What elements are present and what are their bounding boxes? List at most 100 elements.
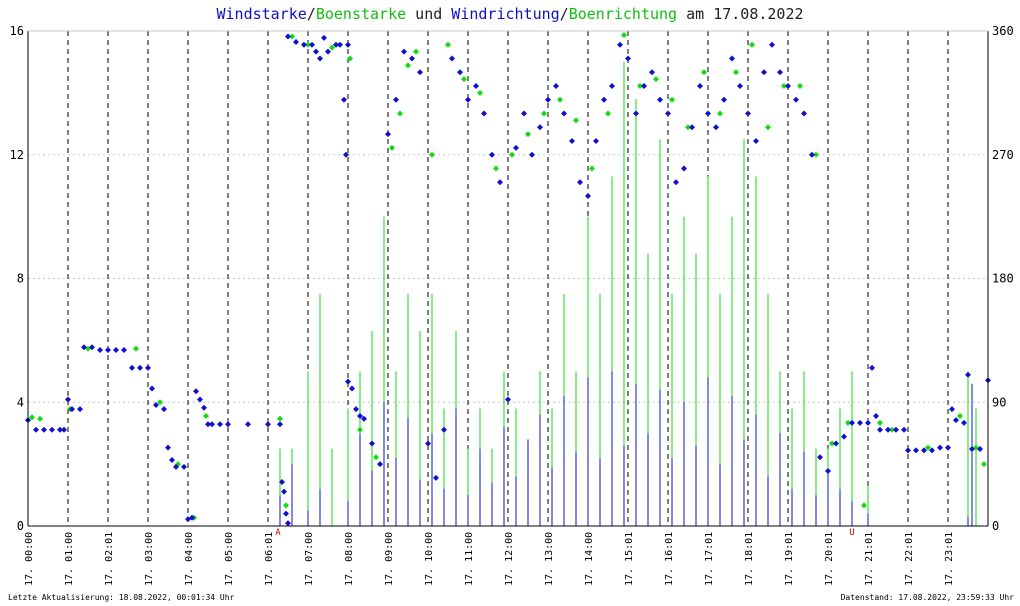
- wind-direction-point: [301, 41, 307, 48]
- wind-direction-point: [417, 69, 423, 76]
- wind-direction-point: [657, 96, 663, 103]
- wind-direction-point: [225, 421, 231, 428]
- gust-direction-point: [861, 502, 867, 509]
- wind-direction-point: [129, 364, 135, 371]
- sun-marker-label: U: [849, 528, 854, 538]
- wind-direction-point: [857, 419, 863, 426]
- y-left-tick-label: 12: [10, 148, 24, 162]
- x-tick-label: 17. 01:00: [64, 532, 75, 586]
- x-tick-label: 17. 17:01: [704, 532, 715, 586]
- wind-direction-point: [713, 124, 719, 131]
- gust-direction-point: [429, 151, 435, 158]
- gust-direction-point: [557, 96, 563, 103]
- wind-direction-point: [593, 138, 599, 144]
- wind-direction-point: [833, 440, 839, 447]
- wind-direction-point: [801, 110, 807, 117]
- wind-direction-point: [333, 41, 339, 48]
- wind-direction-point: [433, 474, 439, 481]
- wind-direction-point: [189, 514, 195, 521]
- wind-direction-point: [41, 426, 47, 433]
- wind-direction-point: [393, 96, 399, 103]
- wind-direction-point: [521, 110, 527, 117]
- gust-direction-point: [637, 83, 643, 89]
- y-right-tick-label: 360: [992, 24, 1014, 38]
- wind-direction-point: [929, 447, 935, 454]
- wind-direction-point: [217, 421, 223, 428]
- x-tick-label: 17. 13:00: [544, 532, 555, 586]
- wind-direction-point: [809, 151, 815, 158]
- wind-direction-point: [285, 33, 291, 40]
- gust-direction-point: [29, 414, 35, 421]
- y-right-tick-label: 180: [992, 272, 1014, 286]
- wind-direction-point: [641, 83, 647, 89]
- wind-direction-point: [77, 406, 83, 413]
- wind-direction-point: [285, 520, 291, 527]
- gust-direction-point: [701, 69, 707, 76]
- gust-direction-point: [573, 117, 579, 124]
- wind-direction-point: [705, 110, 711, 117]
- y-right-tick-label: 0: [992, 519, 999, 533]
- wind-direction-point: [441, 426, 447, 433]
- gust-direction-point: [877, 419, 883, 426]
- gust-direction-point: [157, 399, 163, 406]
- wind-direction-point: [357, 413, 363, 419]
- gust-direction-point: [133, 345, 139, 352]
- wind-direction-point: [277, 421, 283, 428]
- gust-direction-point: [889, 426, 895, 433]
- sun-marker-label: A: [275, 528, 281, 538]
- gust-direction-point: [329, 44, 335, 51]
- y-left-tick-label: 8: [17, 272, 24, 286]
- gust-direction-point: [541, 110, 547, 117]
- gust-direction-point: [405, 62, 411, 69]
- wind-direction-point: [325, 48, 331, 55]
- gust-direction-point: [203, 413, 209, 419]
- wind-direction-point: [649, 69, 655, 76]
- gust-direction-point: [829, 440, 835, 447]
- wind-direction-point: [893, 426, 899, 433]
- wind-direction-point: [449, 55, 455, 62]
- gust-direction-point: [493, 165, 499, 172]
- wind-direction-point: [69, 406, 75, 413]
- wind-direction-point: [961, 419, 967, 426]
- wind-direction-point: [321, 34, 327, 41]
- wind-direction-point: [617, 41, 623, 48]
- x-tick-label: 17. 16:01: [664, 532, 675, 586]
- gust-direction-point: [797, 83, 803, 89]
- wind-direction-point: [181, 463, 187, 470]
- wind-direction-point: [665, 110, 671, 117]
- wind-direction-point: [777, 69, 783, 76]
- wind-direction-point: [817, 454, 823, 461]
- wind-direction-point: [825, 468, 831, 474]
- wind-direction-point: [153, 402, 159, 408]
- wind-direction-point: [113, 347, 119, 353]
- wind-direction-point: [901, 426, 907, 433]
- gust-direction-point: [477, 89, 483, 96]
- wind-direction-point: [545, 96, 551, 103]
- wind-direction-point: [753, 138, 759, 144]
- gust-direction-point: [373, 454, 379, 461]
- gust-direction-point: [277, 415, 283, 422]
- wind-direction-point: [745, 110, 751, 117]
- wind-direction-point: [949, 406, 955, 413]
- wind-direction-point: [89, 344, 95, 351]
- gust-direction-point: [347, 55, 353, 62]
- wind-direction-point: [49, 426, 55, 433]
- wind-direction-point: [293, 39, 299, 45]
- wind-direction-point: [885, 426, 891, 433]
- chart-title: Windstarke/Boenstarke und Windrichtung/B…: [0, 5, 1020, 23]
- wind-direction-point: [57, 426, 63, 433]
- gust-direction-point: [445, 41, 451, 48]
- title-windstarke: Windstarke: [216, 5, 307, 23]
- wind-direction-point: [761, 69, 767, 76]
- wind-direction-point: [361, 415, 367, 422]
- wind-direction-point: [165, 444, 171, 451]
- wind-direction-point: [341, 96, 347, 103]
- x-tick-label: 17. 02:01: [104, 532, 115, 586]
- title-boenstarke: Boenstarke: [315, 5, 407, 23]
- gust-direction-point: [845, 419, 851, 426]
- gust-direction-point: [589, 165, 595, 172]
- gust-direction-point: [749, 41, 755, 48]
- title-boenrichtung: Boenrichtung: [568, 5, 678, 23]
- wind-direction-point: [457, 69, 463, 76]
